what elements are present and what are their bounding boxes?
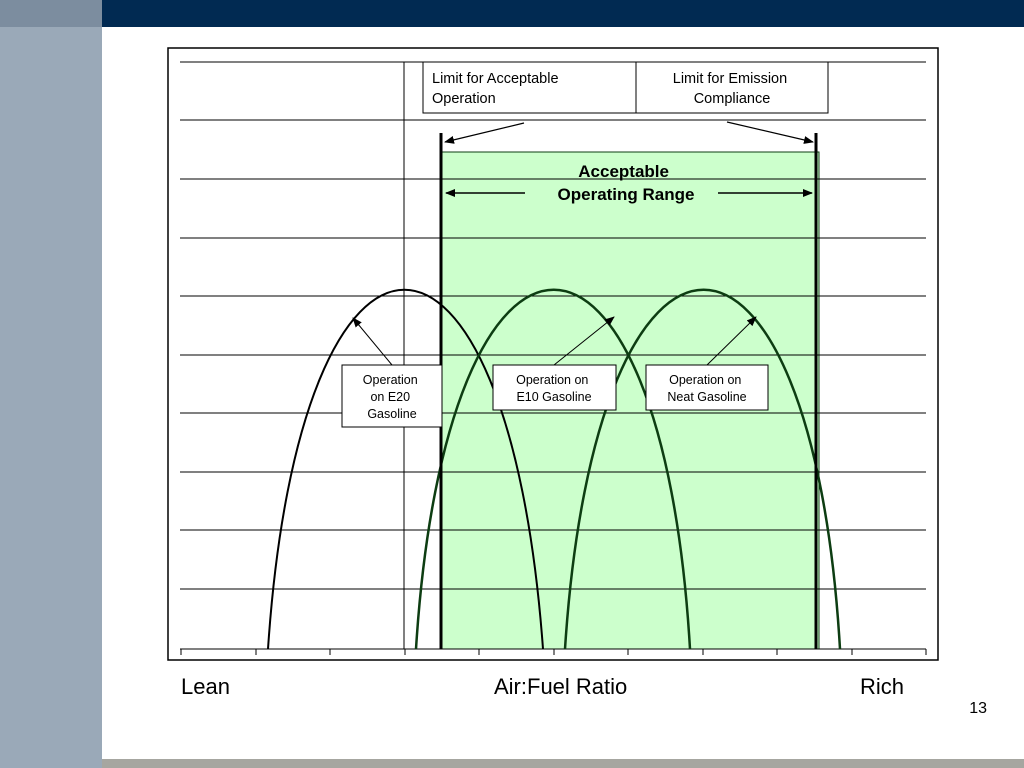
range-label-line1: Acceptable	[578, 162, 669, 181]
svg-text:Acceptable Operating Range: Acceptable Operating Range	[558, 162, 695, 204]
e20-label-line2: on E20	[370, 390, 410, 404]
rich-label: Rich	[860, 674, 905, 699]
limit-emission-text-line1: Limit for Emission	[673, 71, 787, 87]
limit-acceptable-text-line2: Operation	[432, 91, 496, 107]
x-axis-ticks	[180, 649, 927, 655]
neat-pointer	[706, 316, 757, 366]
neat-label-line1: Operation on	[669, 373, 741, 387]
e20-label-line3: Gasoline	[367, 407, 416, 421]
air-fuel-ratio-label: Air:Fuel Ratio	[494, 674, 628, 699]
title-bar	[102, 0, 1024, 27]
acceptable-limit-pointer	[444, 122, 525, 144]
svg-text:Operation on E10 Gasoline: Operation on E10 Gasoline	[516, 373, 592, 404]
neat-label-line2: Neat Gasoline	[667, 390, 746, 404]
e10-pointer	[553, 316, 615, 366]
sidebar-header-block	[0, 0, 102, 27]
e10-label-line2: E10 Gasoline	[516, 390, 591, 404]
e10-callout	[492, 364, 617, 411]
svg-text:Limit for Emission Complia: Limit for Emission Compliance	[673, 71, 791, 107]
e20-curve	[267, 289, 544, 650]
left-sidebar	[0, 0, 102, 768]
e20-pointer	[352, 317, 393, 366]
e20-label-line1: Operation	[363, 373, 418, 387]
slide-number: 13	[969, 700, 987, 717]
limit-acceptable-text-line1: Limit for Acceptable	[432, 71, 559, 87]
limit-emission-callout	[635, 61, 829, 114]
neat-gasoline-callout	[645, 364, 769, 411]
svg-text:Limit for Acceptable Opera: Limit for Acceptable Operation	[432, 71, 563, 107]
gridlines	[180, 61, 926, 650]
footer-bar	[102, 759, 1024, 768]
limit-emission-text-line2: Compliance	[694, 91, 771, 107]
e10-label-line1: Operation on	[516, 373, 588, 387]
range-label-line2: Operating Range	[558, 185, 695, 204]
svg-text:Operation on E20 Gasol: Operation on E20 Gasoline	[363, 373, 421, 421]
svg-text:Operation on Neat Gasoline: Operation on Neat Gasoline	[667, 373, 746, 404]
emission-limit-pointer	[726, 121, 814, 144]
lean-label: Lean	[181, 674, 230, 699]
